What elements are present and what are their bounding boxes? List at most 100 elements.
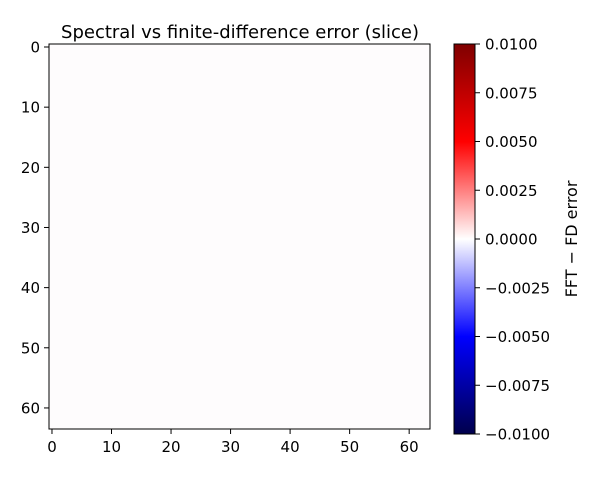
heatmap-cell <box>60 392 68 400</box>
heatmap-cell <box>358 194 365 201</box>
heatmap-cell <box>185 242 193 249</box>
heatmap-cell <box>245 320 252 328</box>
heatmap-cell <box>191 260 199 267</box>
heatmap-cell <box>400 266 407 273</box>
heatmap-cell <box>209 260 217 267</box>
heatmap-cell <box>239 164 246 171</box>
heatmap-cell <box>66 266 74 273</box>
heatmap-cell <box>394 392 401 400</box>
heatmap-cell <box>215 230 223 237</box>
heatmap-cell <box>334 176 342 183</box>
heatmap-cell <box>120 422 127 430</box>
heatmap-cell <box>162 368 169 376</box>
heatmap-cell <box>66 176 74 183</box>
heatmap-cell <box>78 74 86 81</box>
heatmap-cell <box>358 398 365 406</box>
heatmap-cell <box>233 158 240 165</box>
heatmap-cell <box>251 104 258 111</box>
heatmap-cell <box>358 92 365 99</box>
heatmap-cell <box>60 116 68 123</box>
heatmap-cell <box>150 278 157 286</box>
heatmap-cell <box>388 260 395 267</box>
heatmap-cell <box>418 404 425 412</box>
heatmap-cell <box>382 410 389 418</box>
heatmap-cell <box>102 338 109 346</box>
heatmap-cell <box>322 104 330 111</box>
heatmap-cell <box>54 74 62 81</box>
heatmap-cell <box>162 122 169 129</box>
heatmap-cell <box>287 134 294 141</box>
heatmap-cell <box>388 86 395 93</box>
heatmap-cell <box>102 122 109 129</box>
heatmap-cell <box>49 206 56 213</box>
heatmap-cell <box>197 362 205 370</box>
heatmap-cell <box>299 410 306 418</box>
x-tick-label: 20 <box>161 438 180 456</box>
heatmap-cell <box>316 248 324 255</box>
heatmap-cell <box>334 68 342 75</box>
heatmap-cell <box>78 104 86 111</box>
heatmap-cell <box>108 74 115 81</box>
heatmap-cell <box>340 242 348 249</box>
heatmap-cell <box>156 152 163 159</box>
heatmap-cell <box>132 218 139 225</box>
heatmap-cell <box>156 194 163 201</box>
heatmap-cell <box>150 356 157 364</box>
heatmap-cell <box>406 122 413 129</box>
heatmap-cell <box>346 116 354 123</box>
heatmap-cell <box>138 326 145 334</box>
heatmap-cell <box>340 392 348 400</box>
heatmap-cell <box>412 188 419 195</box>
heatmap-cell <box>316 140 324 147</box>
heatmap-cell <box>394 362 401 370</box>
heatmap-cell <box>275 146 282 153</box>
heatmap-cell <box>203 416 211 424</box>
heatmap-cell <box>370 272 377 280</box>
heatmap-cell <box>328 326 336 334</box>
heatmap-cell <box>96 110 103 117</box>
heatmap-cell <box>150 152 157 159</box>
heatmap-cell <box>114 314 121 322</box>
heatmap-cell <box>287 362 294 370</box>
heatmap-cell <box>72 134 80 141</box>
heatmap-cell <box>54 296 62 304</box>
heatmap-cell <box>239 284 246 292</box>
heatmap-cell <box>382 404 389 412</box>
heatmap-cell <box>251 224 258 231</box>
heatmap-cell <box>412 368 419 376</box>
heatmap-cell <box>168 128 175 135</box>
heatmap-cell <box>370 308 377 316</box>
heatmap-cell <box>376 200 383 207</box>
heatmap-cell <box>120 188 127 195</box>
heatmap-cell <box>334 194 342 201</box>
heatmap-cell <box>388 74 395 81</box>
heatmap-cell <box>185 248 193 255</box>
heatmap-cell <box>257 170 264 177</box>
heatmap-cell <box>156 320 163 328</box>
heatmap-cell <box>322 176 330 183</box>
heatmap-cell <box>328 110 336 117</box>
heatmap-cell <box>102 350 109 358</box>
heatmap-cell <box>245 170 252 177</box>
heatmap-cell <box>382 248 389 255</box>
heatmap-cell <box>287 242 294 249</box>
heatmap-cell <box>257 158 264 165</box>
heatmap-cell <box>304 62 312 69</box>
heatmap-cell <box>328 272 336 280</box>
heatmap-cell <box>150 206 157 213</box>
heatmap-cell <box>72 272 80 280</box>
heatmap-cell <box>72 206 80 213</box>
heatmap-cell <box>102 404 109 412</box>
heatmap-cell <box>394 350 401 358</box>
heatmap-cell <box>102 290 109 298</box>
heatmap-cell <box>281 170 288 177</box>
heatmap-cell <box>138 278 145 286</box>
heatmap-cell <box>245 332 252 340</box>
heatmap-cell <box>197 320 205 328</box>
heatmap-cell <box>400 128 407 135</box>
heatmap-cell <box>132 80 139 87</box>
heatmap-cell <box>191 344 199 352</box>
heatmap-cell <box>72 320 80 328</box>
heatmap-cell <box>245 296 252 304</box>
heatmap-cell <box>275 50 282 57</box>
